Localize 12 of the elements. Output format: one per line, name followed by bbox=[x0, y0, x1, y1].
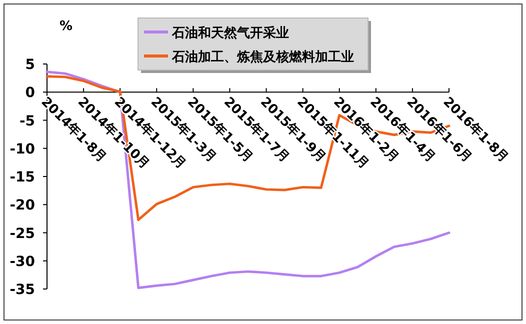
y-tick-label: -15 bbox=[10, 170, 35, 186]
y-tick-label: -25 bbox=[10, 226, 35, 242]
y-tick-label: -35 bbox=[10, 282, 35, 298]
y-tick-label: -10 bbox=[10, 141, 36, 158]
y-tick-label: 5 bbox=[25, 57, 35, 73]
y-axis-title: % bbox=[59, 19, 73, 34]
y-tick-label: 0 bbox=[25, 85, 36, 102]
y-tick-label: -30 bbox=[10, 254, 36, 270]
legend-label: 石油加工、炼焦及核燃料加工业 bbox=[171, 49, 354, 65]
y-tick-label: -20 bbox=[10, 198, 36, 214]
legend-label: 石油和天然气开采业 bbox=[171, 25, 289, 41]
y-tick-label: -5 bbox=[19, 113, 35, 130]
